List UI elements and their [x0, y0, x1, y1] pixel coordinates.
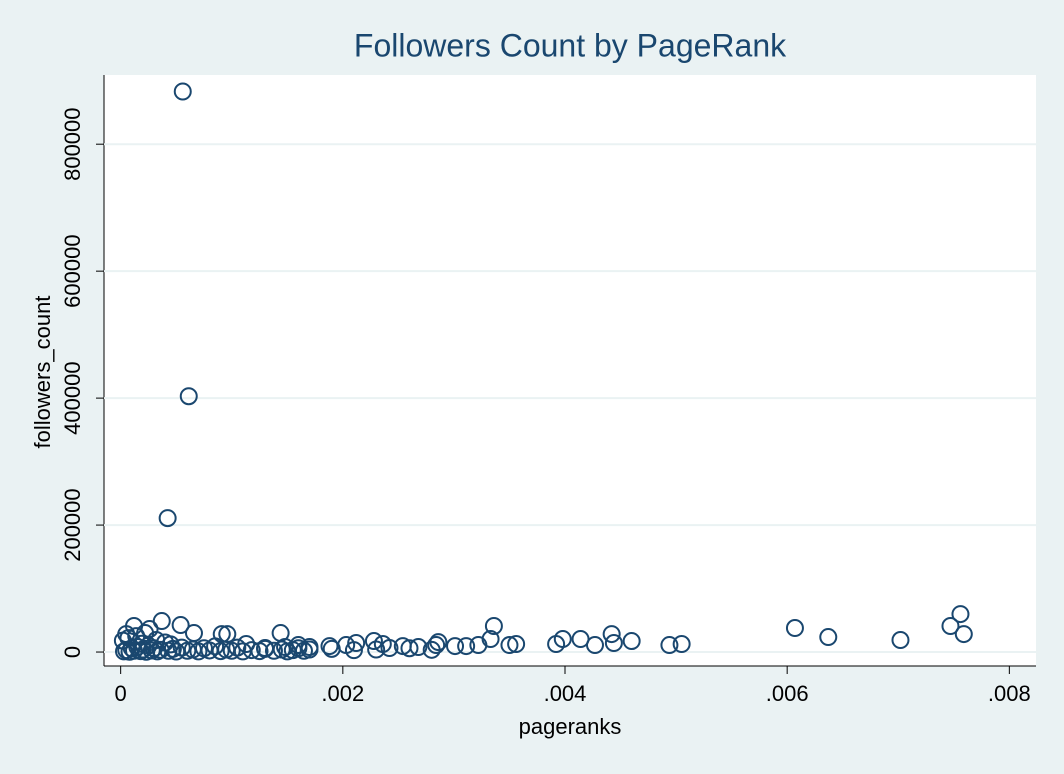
point [347, 634, 366, 653]
point [400, 639, 419, 658]
y-tick-label: 800000 [60, 107, 85, 180]
point [819, 628, 838, 647]
point [602, 625, 621, 644]
point [171, 616, 190, 635]
point [158, 509, 177, 528]
point [785, 619, 804, 638]
x-axis-label: pageranks [519, 714, 622, 739]
y-tick-label: 200000 [60, 488, 85, 561]
point [954, 625, 973, 644]
y-tick-label: 400000 [60, 361, 85, 434]
point [344, 641, 363, 660]
point [322, 639, 341, 658]
point [320, 637, 339, 656]
point [364, 632, 383, 651]
point [446, 637, 465, 656]
point [427, 636, 446, 655]
point [179, 387, 198, 406]
point [484, 617, 503, 636]
point [161, 635, 180, 654]
chart-title: Followers Count by PageRank [354, 27, 787, 63]
point [660, 636, 679, 655]
point [206, 637, 225, 656]
point [547, 635, 566, 654]
point [604, 634, 623, 653]
point [571, 630, 590, 649]
point [507, 635, 526, 654]
x-tick-label: .002 [321, 681, 364, 706]
x-tick-label: .004 [544, 681, 587, 706]
point [951, 605, 970, 624]
point [228, 638, 247, 657]
y-axis-label: followers_count [30, 296, 55, 449]
point [622, 632, 641, 651]
point [242, 641, 261, 660]
y-tick-label: 0 [60, 646, 85, 658]
point [941, 617, 960, 636]
x-tick-label: .006 [766, 681, 809, 706]
point [144, 639, 163, 658]
point [173, 82, 192, 101]
point [469, 636, 488, 655]
y-tick-label: 600000 [60, 234, 85, 307]
point [891, 631, 910, 650]
point [500, 636, 519, 655]
point [152, 612, 171, 631]
point [422, 640, 441, 659]
point [457, 637, 476, 656]
x-tick-label: .008 [988, 681, 1031, 706]
point [672, 635, 691, 654]
point [264, 641, 283, 660]
plot-area [104, 75, 1036, 666]
point [300, 640, 319, 659]
x-tick-label: 0 [115, 681, 127, 706]
point [367, 640, 386, 659]
